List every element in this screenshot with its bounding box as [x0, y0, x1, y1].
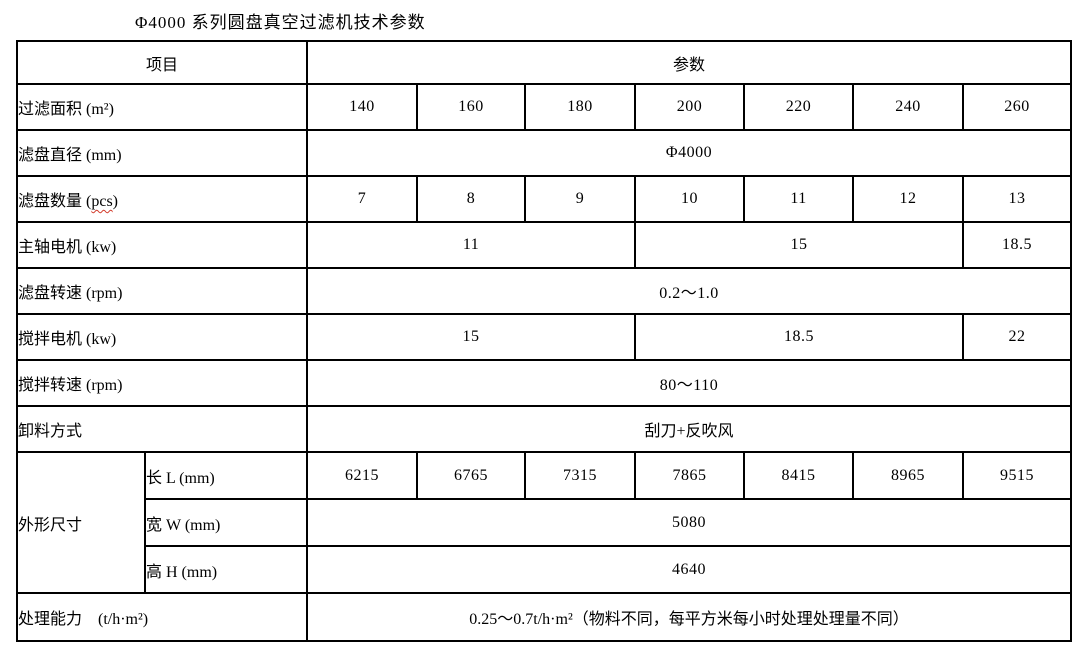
row-label: 卸料方式	[15, 405, 309, 453]
cell-value-span: 15	[634, 221, 965, 269]
table-row-disc-diameter: 滤盘直径 (mm) Φ4000	[15, 129, 1073, 177]
row-label: 搅拌转速 (rpm)	[15, 359, 309, 407]
cell-value: 260	[962, 83, 1073, 131]
spec-table: 项目 参数 过滤面积 (m²) 140 160 180 200 220 240 …	[15, 40, 1073, 642]
row-label: 过滤面积 (m²)	[15, 83, 309, 131]
cell-value: 12	[852, 175, 965, 223]
cell-value: 240	[852, 83, 965, 131]
cell-value: 7	[306, 175, 419, 223]
cell-value-span: 0.25～0.7t/h·m²（物料不同，每平方米每小时处理处理量不同）	[306, 592, 1073, 642]
cell-value: 220	[743, 83, 855, 131]
table-row-filter-area: 过滤面积 (m²) 140 160 180 200 220 240 260	[15, 83, 1073, 131]
cell-value: 6215	[306, 451, 419, 500]
cell-value: 13	[962, 175, 1073, 223]
dimension-group-label: 外形尺寸	[16, 451, 146, 594]
cell-value-span: 18.5	[634, 313, 965, 361]
row-sublabel: 长 L (mm)	[143, 451, 309, 500]
table-row-agitator-speed: 搅拌转速 (rpm) 80～110	[15, 359, 1073, 407]
cell-value-span: 80～110	[306, 359, 1073, 407]
table-row-disc-count: 滤盘数量 (pcs) 7 8 9 10 11 12 13	[15, 175, 1073, 223]
page-title: Φ4000 系列圆盘真空过滤机技术参数	[135, 13, 426, 32]
cell-value: 11	[743, 175, 855, 223]
header-item-cell: 项目	[15, 40, 309, 85]
row-label: 搅拌电机 (kw)	[15, 313, 309, 361]
table-row-disc-speed: 滤盘转速 (rpm) 0.2～1.0	[15, 267, 1073, 315]
label-unit-pcs: pcs	[91, 193, 113, 210]
cell-value: 8415	[743, 451, 855, 500]
cell-value: 200	[634, 83, 746, 131]
cell-value-span: 4640	[306, 545, 1073, 594]
table-row-capacity: 处理能力 (t/h·m²) 0.25～0.7t/h·m²（物料不同，每平方米每小…	[15, 592, 1073, 642]
cell-value: 7315	[524, 451, 637, 500]
table-row-dimension-length: 外形尺寸 长 L (mm) 6215 6765 7315 7865 8415 8…	[16, 451, 1073, 594]
table-row-discharge: 卸料方式 刮刀+反吹风	[15, 405, 1073, 453]
table-row-agitator-motor: 搅拌电机 (kw) 15 18.5 22	[15, 313, 1073, 361]
header-param-cell: 参数	[306, 40, 1073, 85]
cell-value: 6765	[416, 451, 527, 500]
label-prefix: 滤盘数量 (	[18, 193, 92, 210]
cell-value-span: 5080	[306, 498, 1073, 547]
cell-value: 8965	[852, 451, 965, 500]
cell-value-span: 15	[306, 313, 637, 361]
table-row-main-motor: 主轴电机 (kw) 11 15 18.5	[15, 221, 1073, 269]
label-suffix: )	[112, 193, 118, 210]
cell-value: 18.5	[962, 221, 1073, 269]
table-row-dimension-height: 高 H (mm) 4640	[17, 545, 1073, 594]
cell-value: 7865	[634, 451, 746, 500]
cell-value: 8	[416, 175, 527, 223]
cell-value: 10	[634, 175, 746, 223]
table-row-header: 项目 参数	[15, 40, 1073, 85]
cell-value: 140	[306, 83, 419, 131]
row-label: 处理能力 (t/h·m²)	[15, 592, 309, 642]
cell-value-span: 11	[306, 221, 637, 269]
row-sublabel: 宽 W (mm)	[143, 498, 309, 547]
cell-value: 22	[962, 313, 1073, 361]
row-label: 滤盘转速 (rpm)	[15, 267, 309, 315]
cell-value: 160	[416, 83, 527, 131]
cell-value: 180	[524, 83, 637, 131]
cell-value-span: Φ4000	[306, 129, 1073, 177]
cell-value: 9	[524, 175, 637, 223]
row-label: 滤盘直径 (mm)	[15, 129, 309, 177]
cell-value: 9515	[962, 451, 1073, 500]
row-label: 滤盘数量 (pcs)	[15, 175, 309, 223]
row-label: 主轴电机 (kw)	[15, 221, 309, 269]
cell-value-span: 刮刀+反吹风	[306, 405, 1073, 453]
row-sublabel: 高 H (mm)	[143, 545, 309, 594]
table-row-dimension-width: 宽 W (mm) 5080	[17, 498, 1073, 547]
cell-value-span: 0.2～1.0	[306, 267, 1073, 315]
